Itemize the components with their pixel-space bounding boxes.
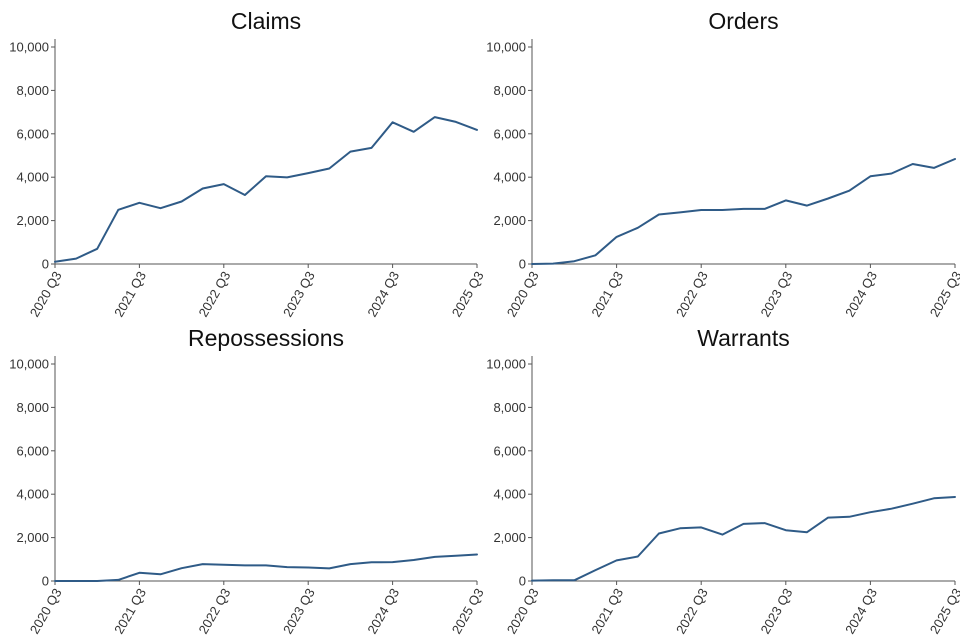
claims-x-tick-label: 2025 Q3 xyxy=(449,269,487,320)
warrants-x-tick-label: 2020 Q3 xyxy=(504,586,542,637)
claims-y-tick-label: 0 xyxy=(42,257,49,272)
warrants-panel: Warrants 0 2,000 4,000 6,000 8,000 10,000 2020 … xyxy=(486,325,960,636)
claims-x-tick-label: 2022 Q3 xyxy=(196,269,234,320)
repossessions-series-line xyxy=(54,553,478,582)
orders-x-tick-label: 2022 Q3 xyxy=(673,269,711,320)
warrants-y-tick-label: 4,000 xyxy=(493,487,526,502)
orders-series-line xyxy=(531,158,956,265)
orders-x-tick-label: 2020 Q3 xyxy=(504,269,542,320)
claims-y-tick-label: 8,000 xyxy=(16,83,49,98)
claims-y-tick-label: 6,000 xyxy=(16,126,49,141)
warrants-y-tick-label: 2,000 xyxy=(493,530,526,545)
repossessions-y-tick-label: 2,000 xyxy=(16,530,49,545)
repossessions-y-tick-label: 4,000 xyxy=(16,487,49,502)
orders-y-tick-label: 4,000 xyxy=(493,170,526,185)
repossessions-x-tick-label: 2023 Q3 xyxy=(280,586,318,637)
claims-x-tick-label: 2021 Q3 xyxy=(111,269,149,320)
orders-x-tick-label: 2024 Q3 xyxy=(842,269,880,320)
repossessions-x-tick-label: 2024 Q3 xyxy=(364,586,402,637)
orders-x-tick-label: 2023 Q3 xyxy=(758,269,796,320)
warrants-series-line xyxy=(531,496,956,582)
repossessions-y-tick-label: 10,000 xyxy=(9,357,49,372)
claims-y-tick-label: 10,000 xyxy=(9,40,49,55)
warrants-x-tick-label: 2021 Q3 xyxy=(588,586,626,637)
orders-y-tick-label: 6,000 xyxy=(493,126,526,141)
orders-y-tick-label: 10,000 xyxy=(486,40,526,55)
claims-x-tick-label: 2024 Q3 xyxy=(364,269,402,320)
warrants-x-tick-label: 2022 Q3 xyxy=(673,586,711,637)
repossessions-x-tick-label: 2022 Q3 xyxy=(196,586,234,637)
repossessions-title: Repossessions xyxy=(188,325,344,351)
repossessions-y-tick-label: 0 xyxy=(42,574,49,589)
claims-series-line xyxy=(54,116,478,263)
repossessions-y-tick-label: 8,000 xyxy=(16,400,49,415)
orders-y-tick-label: 0 xyxy=(519,257,526,272)
claims-x-tick-label: 2020 Q3 xyxy=(27,269,65,320)
warrants-x-tick-label: 2023 Q3 xyxy=(758,586,796,637)
claims-panel: Claims 0 2,000 4,000 6,000 8,000 10,000 2020 Q3… xyxy=(9,8,486,319)
warrants-y-tick-label: 10,000 xyxy=(486,357,526,372)
orders-panel: Orders 0 2,000 4,000 6,000 8,000 10,000 2020 Q3… xyxy=(486,8,960,319)
claims-y-tick-label: 2,000 xyxy=(16,213,49,228)
warrants-y-tick-label: 8,000 xyxy=(493,400,526,415)
warrants-x-tick-label: 2024 Q3 xyxy=(842,586,880,637)
warrants-y-tick-label: 6,000 xyxy=(493,443,526,458)
orders-x-tick-label: 2025 Q3 xyxy=(927,269,960,320)
claims-y-tick-label: 4,000 xyxy=(16,170,49,185)
orders-x-tick-label: 2021 Q3 xyxy=(588,269,626,320)
orders-y-tick-label: 2,000 xyxy=(493,213,526,228)
warrants-title: Warrants xyxy=(697,325,789,351)
repossessions-x-tick-label: 2021 Q3 xyxy=(111,586,149,637)
repossessions-panel: Repossessions 0 2,000 4,000 6,000 8,000 10,000… xyxy=(9,325,486,636)
warrants-x-tick-label: 2025 Q3 xyxy=(927,586,960,637)
claims-x-tick-label: 2023 Q3 xyxy=(280,269,318,320)
orders-y-tick-label: 8,000 xyxy=(493,83,526,98)
repossessions-x-tick-label: 2020 Q3 xyxy=(27,586,65,637)
warrants-y-tick-label: 0 xyxy=(519,574,526,589)
orders-title: Orders xyxy=(708,8,778,34)
repossessions-y-tick-label: 6,000 xyxy=(16,443,49,458)
repossessions-x-tick-label: 2025 Q3 xyxy=(449,586,487,637)
claims-title: Claims xyxy=(231,8,301,34)
